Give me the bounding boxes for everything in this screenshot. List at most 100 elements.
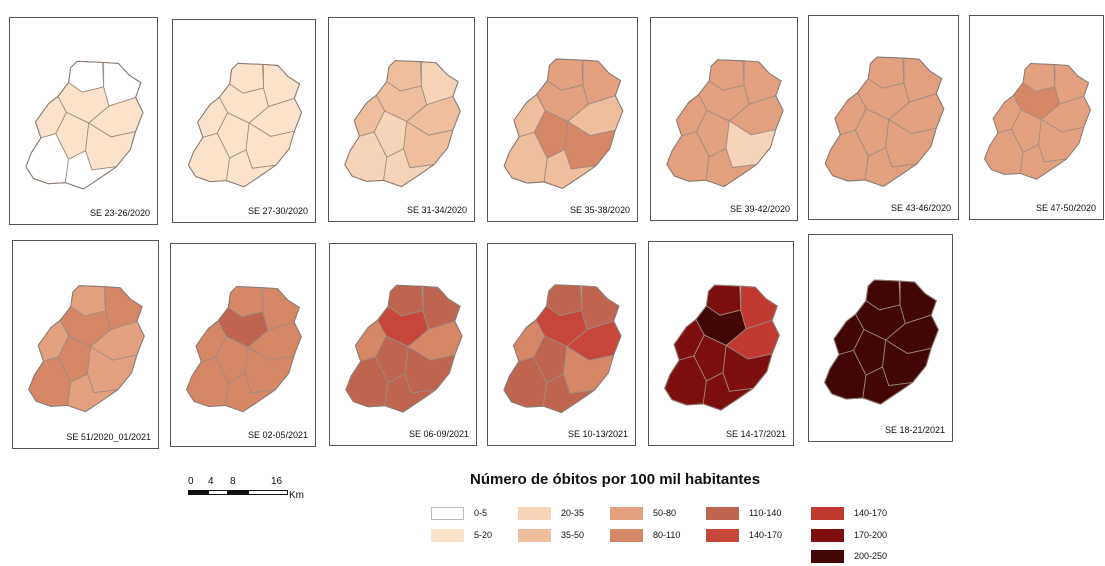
region-group: [187, 62, 303, 188]
panel-label: SE 23-26/2020: [89, 208, 150, 218]
legend-label: 35-50: [561, 530, 585, 540]
map-panel: SE 06-09/2021: [329, 243, 477, 446]
panel-label: SE 43-46/2020: [890, 203, 951, 213]
region-map: [345, 284, 463, 413]
legend-swatch: [610, 507, 643, 520]
legend-title: Número de óbitos por 100 mil habitantes: [470, 471, 761, 488]
map-panel: SE 39-42/2020: [650, 17, 798, 221]
panel-label: SE 47-50/2020: [1035, 203, 1096, 213]
map-outline: [823, 279, 940, 405]
map-outline: [666, 59, 784, 188]
map-outline: [28, 285, 145, 413]
legend-item: 0-5: [431, 506, 571, 522]
legend-label: 20-35: [561, 508, 585, 518]
map-panel: SE 10-13/2021: [487, 243, 636, 446]
scale-segment-3: [228, 490, 248, 495]
map-panel: SE 27-30/2020: [172, 19, 316, 223]
legend-swatch: [811, 529, 844, 542]
legend-label: 140-170: [854, 508, 888, 518]
region-map: [344, 60, 461, 188]
legend-item: 5-20: [431, 528, 571, 544]
legend-label: 80-110: [653, 530, 681, 540]
legend-swatch: [610, 529, 643, 542]
map-outline: [345, 284, 463, 413]
region-map: [28, 285, 145, 413]
map-outline: [25, 60, 144, 190]
region-map: [664, 284, 780, 411]
scale-tick-0: 0: [188, 476, 194, 487]
legend-label: 110-140: [749, 508, 782, 518]
map-outline: [187, 62, 303, 188]
map-panel: SE 14-17/2021: [648, 241, 794, 446]
region-group: [25, 60, 144, 190]
legend-swatch: [431, 529, 464, 542]
legend-item: 80-110: [610, 528, 750, 544]
region-group: [666, 59, 784, 188]
map-panel: SE 02-05/2021: [170, 243, 316, 447]
legend-label: 170-200: [854, 530, 888, 540]
scale-tick-3: 16: [271, 476, 283, 487]
region-group: [345, 284, 463, 413]
legend-item: 110-140: [706, 506, 846, 522]
map-panel: SE 23-26/2020: [9, 17, 158, 225]
panel-label: SE 51/2020_01/2021: [66, 432, 151, 442]
region-map: [823, 279, 940, 405]
region-map: [666, 59, 784, 188]
scale-tick-1: 4: [208, 476, 214, 487]
panel-label: SE 18-21/2021: [884, 425, 945, 435]
scale-bar: 0 4 8 16 Km: [188, 476, 328, 510]
panel-label: SE 06-09/2021: [408, 429, 469, 439]
legend-swatch: [706, 529, 739, 542]
map-outline: [186, 286, 302, 413]
legend-swatch: [518, 507, 551, 520]
map-outline: [503, 58, 624, 190]
legend-swatch: [431, 507, 464, 520]
map-panel: SE 18-21/2021: [808, 234, 953, 442]
region-group: [503, 58, 624, 190]
legend-swatch: [706, 507, 739, 520]
legend-label: 0-5: [474, 508, 488, 518]
region-group: [983, 63, 1092, 180]
map-panel: SE 47-50/2020: [969, 15, 1104, 220]
map-outline: [824, 56, 945, 188]
legend-item: 20-35: [518, 506, 658, 522]
map-outline: [344, 60, 461, 188]
map-outline: [983, 63, 1092, 180]
region-map: [503, 58, 624, 190]
region-group: [823, 279, 940, 405]
region-group: [186, 286, 302, 413]
region-group: [344, 60, 461, 188]
map-panel: SE 31-34/2020: [328, 17, 475, 222]
panel-label: SE 27-30/2020: [247, 206, 308, 216]
map-outline: [503, 284, 622, 414]
region-group: [664, 284, 780, 411]
region-group: [824, 56, 945, 188]
region-group: [503, 284, 622, 414]
region-map: [186, 286, 302, 413]
map-panel: SE 43-46/2020: [808, 15, 959, 220]
legend-swatch: [811, 550, 844, 563]
legend-swatch: [518, 529, 551, 542]
legend-swatch: [811, 507, 844, 520]
scale-segment-1: [188, 490, 208, 495]
region-map: [983, 63, 1092, 180]
legend-item: 140-170: [811, 506, 951, 522]
panel-label: SE 39-42/2020: [729, 204, 790, 214]
scale-segment-2: [208, 490, 228, 495]
region-map: [187, 62, 303, 188]
scale-tick-2: 8: [230, 476, 236, 487]
legend-label: 50-80: [653, 508, 677, 518]
panel-label: SE 35-38/2020: [569, 205, 630, 215]
legend-item: 200-250: [811, 549, 951, 565]
region-group: [28, 285, 145, 413]
legend-item: 35-50: [518, 528, 658, 544]
legend-label: 200-250: [854, 551, 888, 561]
map-panel: SE 35-38/2020: [487, 17, 638, 222]
map-outline: [664, 284, 780, 411]
panel-label: SE 14-17/2021: [725, 429, 786, 439]
legend-label: 5-20: [474, 530, 493, 540]
scale-segment-4: [248, 490, 288, 495]
region-map: [824, 56, 945, 188]
map-panel: SE 51/2020_01/2021: [12, 240, 159, 449]
legend-item: 170-200: [811, 528, 951, 544]
